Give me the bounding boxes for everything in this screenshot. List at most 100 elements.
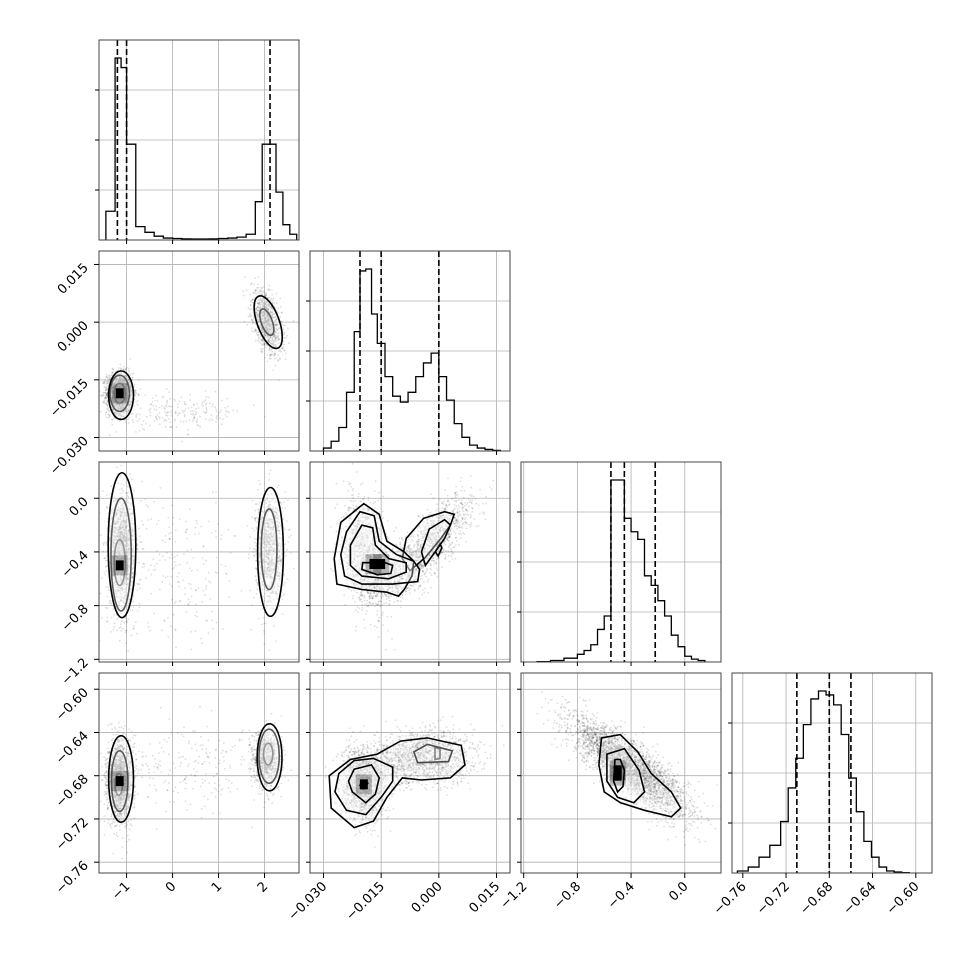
scatter-point: [121, 404, 124, 407]
scatter-point: [120, 367, 122, 370]
scatter-point: [130, 392, 133, 395]
scatter-point: [124, 630, 127, 632]
scatter-point: [117, 399, 120, 401]
scatter-point: [101, 393, 104, 396]
scatter-point: [122, 379, 125, 382]
scatter-point: [124, 399, 127, 401]
scatter-point: [284, 358, 287, 361]
scatter-point: [114, 413, 117, 416]
scatter-point: [226, 397, 229, 400]
scatter-point: [120, 379, 123, 382]
scatter-point: [106, 390, 109, 393]
scatter-point: [117, 398, 119, 401]
scatter-point: [255, 331, 258, 334]
scatter-point: [122, 381, 124, 384]
scatter-point: [247, 307, 250, 309]
scatter-point: [118, 405, 121, 407]
scatter-point: [128, 383, 131, 386]
scatter-point: [117, 399, 120, 402]
scatter-point: [113, 405, 116, 408]
scatter-point: [110, 395, 113, 398]
scatter-point: [209, 402, 211, 405]
scatter-point: [125, 382, 127, 385]
scatter-point: [107, 416, 110, 419]
scatter-point: [199, 415, 201, 418]
scatter-point: [111, 384, 114, 386]
scatter-point: [262, 340, 264, 343]
scatter-point: [111, 391, 113, 394]
scatter-point: [123, 381, 125, 384]
scatter-point: [120, 372, 123, 375]
scatter-point: [221, 399, 223, 402]
scatter-point: [123, 415, 125, 418]
scatter-point: [125, 411, 128, 414]
scatter-point: [178, 400, 181, 403]
histogram-panel: [731, 672, 933, 874]
scatter-point: [117, 408, 120, 411]
scatter-point: [271, 293, 273, 296]
scatter-point: [153, 420, 156, 423]
scatter-point: [120, 399, 122, 402]
scatter-point: [106, 385, 108, 388]
scatter-point: [112, 386, 115, 388]
density-cell: [111, 383, 128, 404]
scatter-point: [128, 380, 131, 383]
scatter-point: [111, 396, 113, 399]
scatter-point: [111, 386, 114, 389]
scatter-point: [116, 380, 119, 383]
scatter-point: [125, 396, 128, 399]
scatter-point: [215, 410, 218, 412]
histogram-panel: [98, 39, 300, 241]
scatter-point: [281, 347, 284, 350]
scatter-point: [125, 399, 127, 402]
scatter-point: [116, 386, 119, 388]
scatter-point: [257, 283, 260, 286]
scatter-point: [121, 402, 124, 405]
scatter-point: [111, 399, 114, 401]
scatter-point: [108, 380, 111, 383]
scatter-point: [115, 431, 118, 433]
scatter-point: [268, 288, 271, 291]
scatter-point: [125, 366, 128, 369]
scatter-point: [285, 352, 287, 355]
scatter-point: [236, 410, 239, 412]
scatter-point: [253, 283, 256, 286]
scatter-point: [176, 414, 179, 417]
scatter-point: [141, 427, 144, 430]
scatter-point: [190, 413, 193, 416]
scatter-point: [104, 396, 106, 399]
scatter-point: [126, 378, 129, 381]
scatter-point: [119, 400, 122, 403]
scatter-point: [123, 402, 125, 404]
scatter-point: [116, 377, 119, 380]
scatter-point: [153, 408, 156, 411]
scatter-point: [119, 380, 121, 382]
scatter-point: [124, 382, 126, 385]
scatter-point: [112, 628, 115, 631]
scatter-point: [109, 375, 111, 377]
scatter-point: [109, 376, 111, 379]
scatter-point: [249, 304, 252, 307]
scatter-point: [106, 400, 109, 402]
scatter-point: [177, 412, 180, 415]
scatter-point: [125, 384, 127, 387]
scatter-point: [115, 404, 118, 406]
scatter-point: [161, 405, 163, 407]
scatter-point: [106, 377, 109, 380]
scatter-point: [107, 376, 109, 378]
scatter-point: [105, 393, 108, 396]
scatter-point: [124, 383, 127, 386]
scatter-point: [203, 400, 206, 403]
scatter-point: [111, 397, 114, 399]
scatter-point: [192, 418, 195, 421]
scatter-point: [114, 404, 117, 407]
scatter-point: [118, 379, 121, 382]
scatter-point: [118, 377, 121, 380]
scatter-point: [116, 618, 118, 620]
scatter-point: [255, 289, 258, 291]
scatter-point: [111, 397, 114, 399]
scatter-point: [275, 357, 277, 359]
scatter-point: [221, 423, 223, 426]
scatter-point: [112, 408, 114, 411]
scatter-point: [262, 286, 265, 288]
